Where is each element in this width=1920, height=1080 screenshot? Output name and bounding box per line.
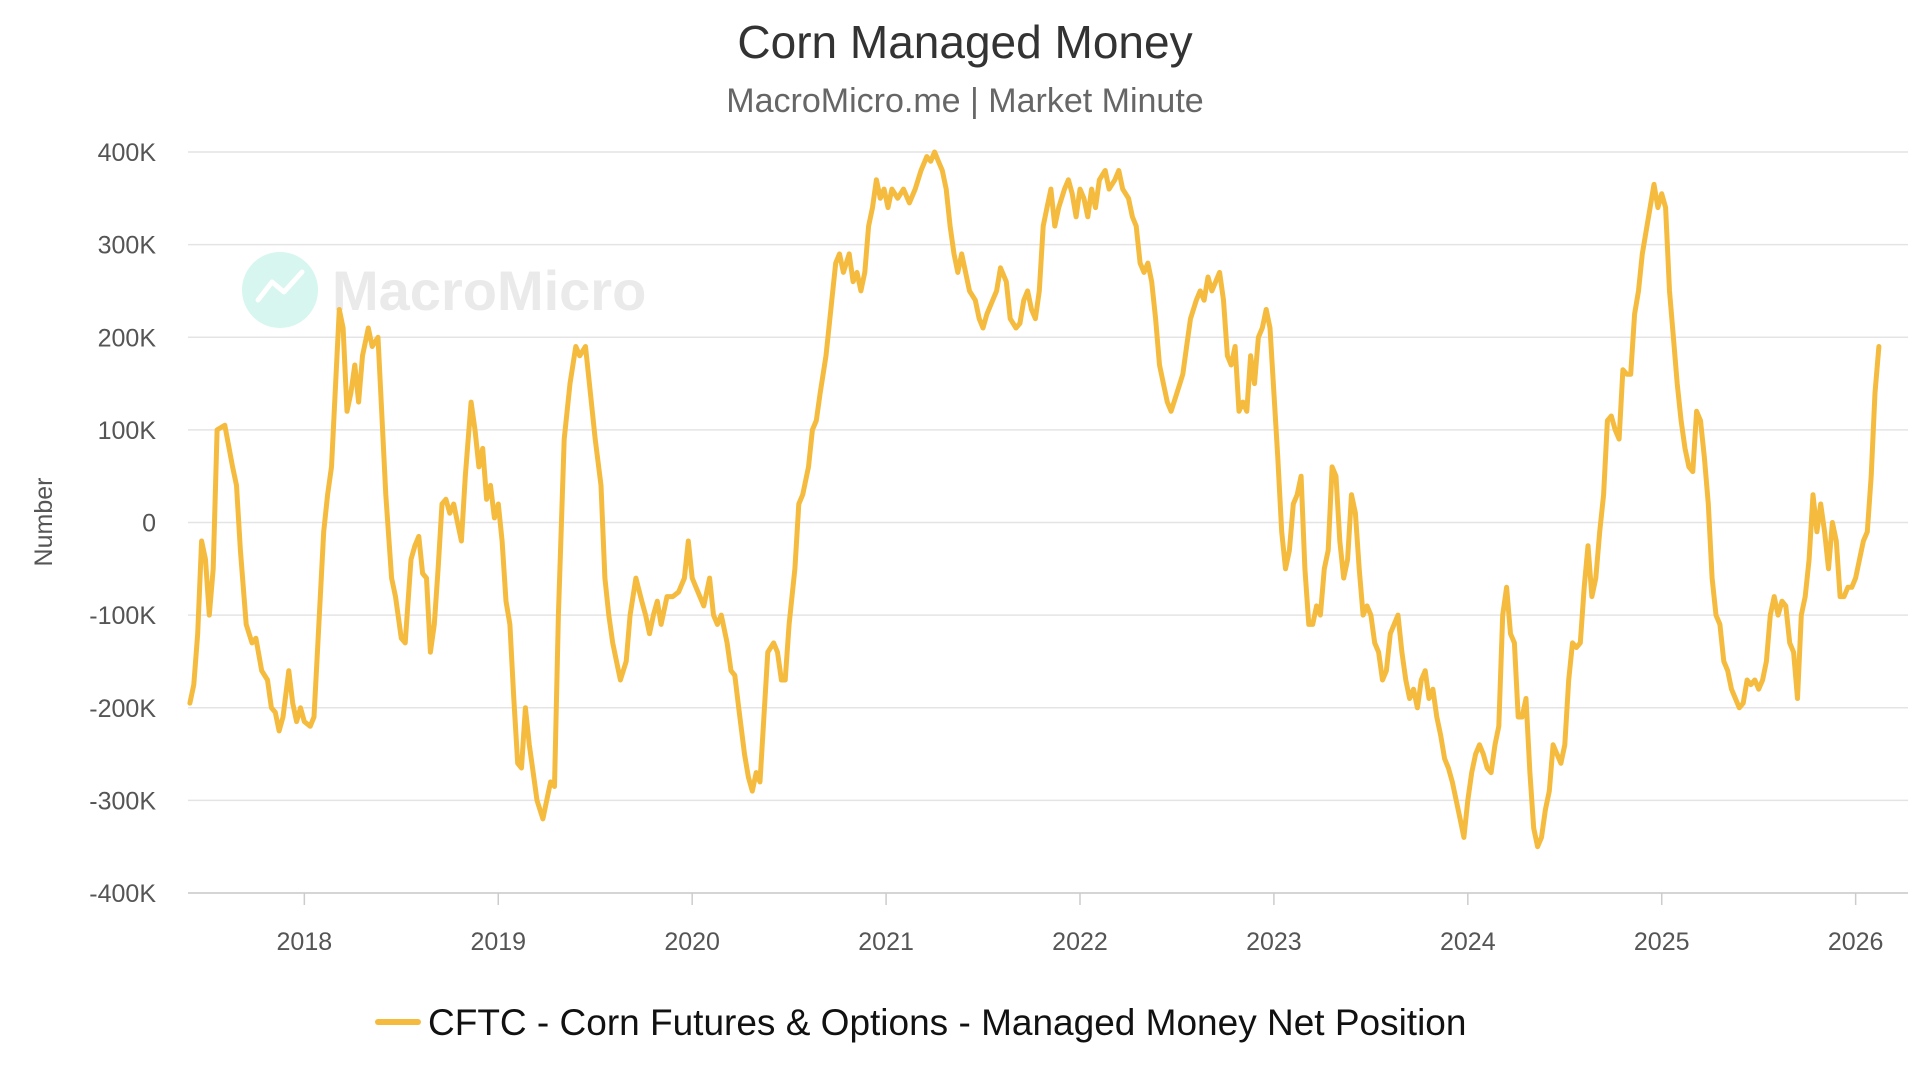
- y-tick-label: 100K: [98, 417, 157, 445]
- y-tick-label: 0: [142, 510, 156, 538]
- x-tick-label: 2019: [470, 928, 526, 956]
- x-tick-label: 2020: [664, 928, 720, 956]
- y-tick-label: 300K: [98, 232, 157, 260]
- x-tick-label: 2023: [1246, 928, 1302, 956]
- y-tick-label: -400K: [89, 880, 156, 908]
- y-tick-label: -200K: [89, 695, 156, 723]
- x-tick-label: 2025: [1634, 928, 1690, 956]
- x-tick-label: 2022: [1052, 928, 1108, 956]
- x-tick-label: 2018: [277, 928, 333, 956]
- x-tick-label: 2024: [1440, 928, 1496, 956]
- y-axis-label: Number: [30, 478, 58, 567]
- watermark: MacroMicro: [242, 252, 646, 328]
- y-tick-label: -300K: [89, 787, 156, 815]
- watermark-text: MacroMicro: [332, 259, 646, 322]
- y-axis-ticks: 400K 300K 200K 100K 0 -100K -200K -300K -400K: [89, 139, 156, 908]
- legend[interactable]: CFTC - Corn Futures & Options - Managed …: [375, 1002, 1466, 1043]
- chart-subtitle: MacroMicro.me | Market Minute: [726, 82, 1203, 120]
- x-axis-ticks: 2018 2019 2020 2021 2022 2023 2024 2025 2026: [188, 892, 1908, 956]
- x-tick-label: 2026: [1828, 928, 1884, 956]
- y-tick-label: 400K: [98, 139, 157, 167]
- y-tick-label: -100K: [89, 602, 156, 630]
- series-line[interactable]: [187, 149, 1882, 850]
- legend-item-label[interactable]: CFTC - Corn Futures & Options - Managed …: [428, 1002, 1466, 1043]
- series-layer: [187, 149, 1882, 850]
- chart-title: Corn Managed Money: [737, 16, 1192, 68]
- y-tick-label: 200K: [98, 324, 157, 352]
- x-tick-label: 2021: [858, 928, 914, 956]
